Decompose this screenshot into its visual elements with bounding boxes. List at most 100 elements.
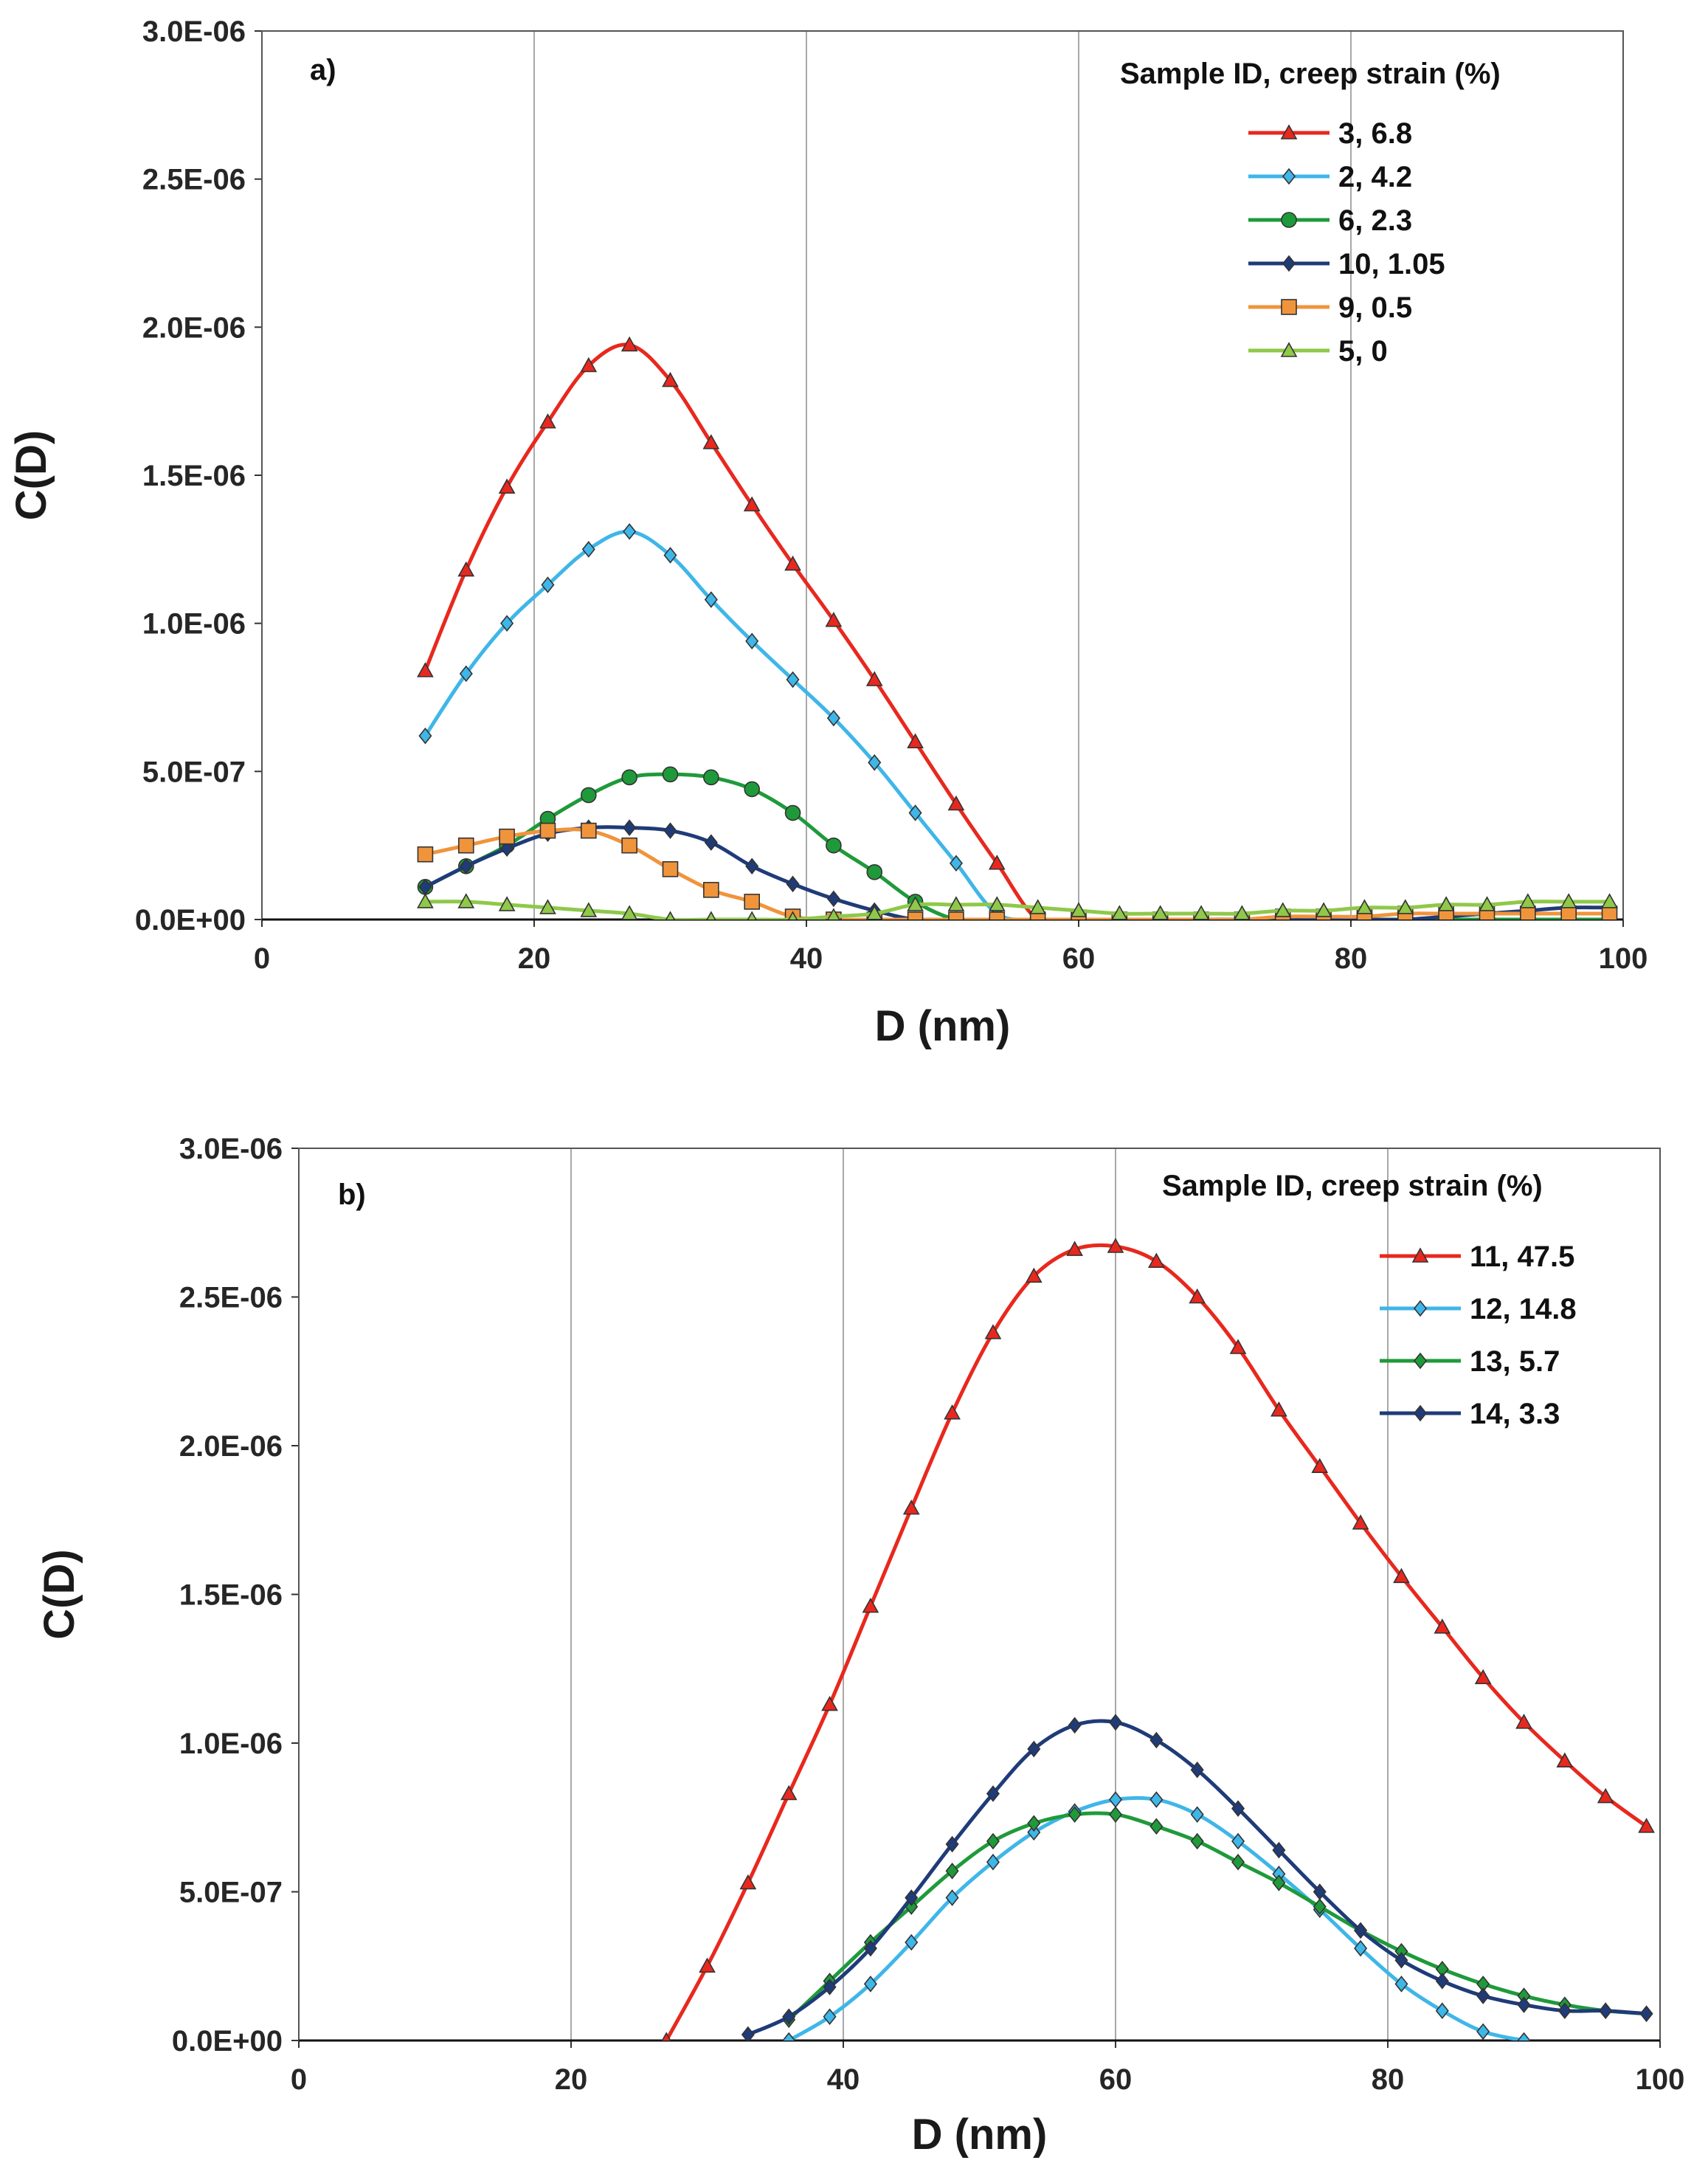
chart-1-y-axis-label: C(D): [35, 1549, 83, 1639]
chart-0-data-point: [988, 896, 1006, 911]
chart-0-y-tick-label: 0.0E+00: [135, 904, 246, 936]
chart-0-data-point: [539, 413, 556, 429]
chart-0-data-point: [580, 902, 598, 917]
chart-1-data-point: [821, 1695, 838, 1711]
chart-1-data-point: [741, 2026, 755, 2040]
chart-0-legend-swatch-marker: [1280, 124, 1298, 139]
chart-0-data-point: [1437, 896, 1455, 911]
chart-1-x-tick-label: 80: [1372, 2063, 1405, 2096]
chart-0-x-tick-label: 0: [254, 942, 270, 975]
chart-0-data-point: [702, 434, 720, 449]
chart-0-data-point: [907, 911, 924, 920]
chart-0-data-point: [1560, 893, 1577, 908]
chart-0-data-point: [826, 709, 840, 727]
chart-1-y-tick-label: 1.0E-06: [179, 1728, 283, 1760]
chart-1-legend: Sample ID, creep strain (%) 11, 47.5 12, 1…: [1162, 1170, 1577, 1430]
chart-1-data-point: [1025, 1267, 1043, 1283]
chart-1-data-point: [902, 1499, 920, 1515]
chart-1-data-point: [984, 1324, 1002, 1339]
chart-0-y-tick-label: 1.0E-06: [142, 608, 246, 641]
chart-1-y-tick-label: 0.0E+00: [172, 2025, 283, 2057]
chart-0-data-point: [988, 855, 1006, 870]
chart-1-data-point: [1311, 1457, 1329, 1474]
chart-0-data-point: [1601, 905, 1618, 920]
chart-0-x-axis-label: D (nm): [875, 1002, 1011, 1050]
chart-0-y-tick-label: 1.5E-06: [142, 460, 246, 492]
chart-0-data-point: [747, 911, 757, 920]
chart-1-data-point: [1027, 1824, 1041, 1841]
chart-1-data-point: [1190, 1761, 1204, 1779]
chart-1-x-tick-label: 0: [291, 2063, 307, 2096]
chart-1-x-tick-label: 40: [827, 2063, 860, 2096]
chart-1-data-point: [1066, 1241, 1084, 1256]
chart-0-data-point: [744, 894, 761, 910]
chart-1-data-point: [1147, 1252, 1165, 1268]
chart-0-series-line-1: [423, 529, 1612, 920]
chart-0-data-point: [1111, 905, 1128, 920]
chart-1-legend-swatch-marker: [1411, 1247, 1429, 1263]
chart-0-plot-area: [262, 31, 1623, 920]
chart-0-legend-label: 6, 2.3: [1338, 204, 1412, 237]
chart-1-data-point: [699, 1957, 716, 1973]
chart-1-y-tick-label: 2.5E-06: [179, 1282, 283, 1314]
chart-0-data-point: [706, 911, 716, 920]
chart-1-data-point: [1272, 1874, 1286, 1891]
chart-0-data-point: [1520, 905, 1536, 920]
chart-1-data-point: [1270, 1401, 1287, 1417]
chart-0-data-point: [866, 905, 883, 920]
chart-1-data-point: [1517, 2032, 1531, 2040]
chart-0-data-point: [865, 671, 883, 686]
chart-0-data-point: [581, 541, 595, 558]
chart-1-data-point: [1435, 2002, 1449, 2019]
chart-1-data-point: [1149, 1818, 1164, 1835]
chart-0-data-point: [784, 804, 801, 821]
chart-1-data-point: [1149, 1791, 1164, 1808]
chart-1-legend-label: 14, 3.3: [1470, 1398, 1560, 1430]
chart-0-data-point: [1315, 902, 1332, 917]
chart-0-data-point: [620, 336, 638, 352]
chart-1-data-point: [1393, 1567, 1410, 1584]
chart-1-legend-label: 13, 5.7: [1470, 1345, 1560, 1378]
chart-0-x-tick-label: 100: [1599, 942, 1648, 975]
chart-0-data-point: [1029, 899, 1047, 914]
chart-1-data-point: [986, 1832, 1000, 1850]
chart-0-x-tick-label: 60: [1062, 942, 1096, 975]
chart-0-data-point: [949, 855, 963, 872]
chart-1-data-point: [905, 1933, 919, 1951]
chart-1-legend-swatch-marker: [1413, 1352, 1428, 1370]
chart-1-data-point: [1107, 1238, 1124, 1253]
chart-0-data-point: [947, 795, 965, 811]
chart-1-data-point: [1394, 1976, 1408, 1993]
chart-1-data-point: [1189, 1288, 1206, 1304]
chart-0-data-point: [866, 863, 883, 880]
chart-0-data-point: [459, 858, 473, 875]
chart-b: 0 20 40 60 80 100 0.0E+00 5.0E-07 1.0E-06 1.5E-06…: [35, 1133, 1684, 2159]
chart-0-x-tick-label: 20: [518, 942, 551, 975]
chart-0-data-point: [580, 787, 597, 804]
chart-1-data-point: [1638, 1818, 1655, 1833]
chart-0-legend-label: 5, 0: [1338, 335, 1388, 368]
chart-0-data-point: [704, 591, 718, 608]
chart-1-data-point: [945, 1863, 959, 1880]
chart-1-x-tick-label: 100: [1636, 2063, 1685, 2096]
chart-1-x-tick-label: 60: [1099, 2063, 1133, 2096]
chart-1-series-group: [661, 1238, 1655, 2040]
chart-0-data-point: [1519, 893, 1537, 908]
chart-0-data-point: [786, 671, 800, 689]
chart-0-series-group: [417, 336, 1618, 920]
chart-1-data-point: [823, 1979, 837, 1995]
chart-0-legend-label: 9, 0.5: [1338, 291, 1412, 324]
chart-0-data-point: [417, 846, 434, 863]
chart-1-legend-label: 12, 14.8: [1470, 1293, 1577, 1325]
chart-1-y-tick-label: 2.0E-06: [179, 1430, 283, 1463]
chart-0-data-point: [826, 837, 842, 854]
chart-1-data-point: [1556, 1752, 1574, 1767]
chart-0-data-point: [662, 860, 679, 877]
chart-0-legend-swatch-marker: [1282, 255, 1296, 272]
chart-1-data-point: [1231, 1832, 1245, 1850]
chart-0-x-tick-label: 80: [1335, 942, 1368, 975]
chart-1-data-point: [1354, 1922, 1368, 1939]
chart-0-data-point: [580, 356, 598, 373]
chart-1-legend-swatch-marker: [1413, 1404, 1428, 1422]
chart-1-data-point: [945, 1889, 959, 1906]
